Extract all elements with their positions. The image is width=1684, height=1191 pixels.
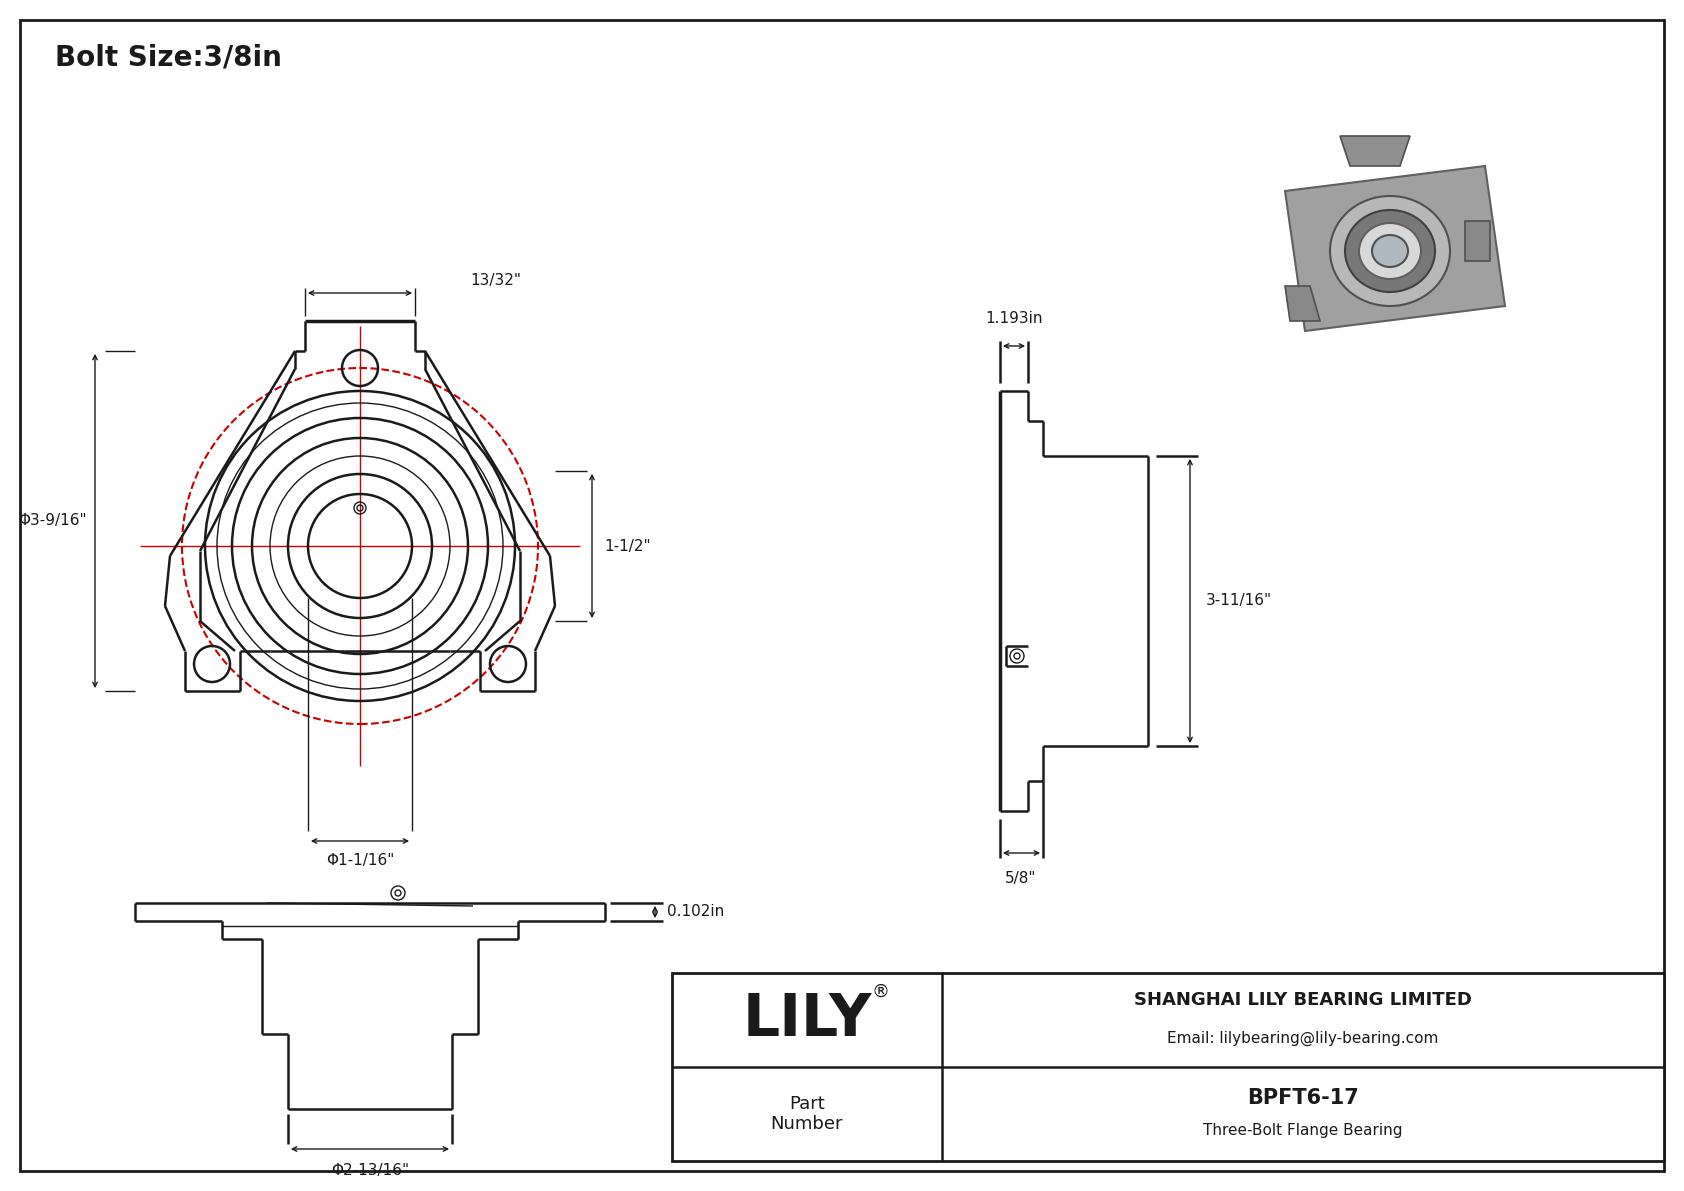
Text: 1-1/2": 1-1/2": [605, 538, 650, 554]
Text: LILY: LILY: [743, 991, 872, 1048]
Text: Φ1-1/16": Φ1-1/16": [325, 853, 394, 868]
Text: Three-Bolt Flange Bearing: Three-Bolt Flange Bearing: [1204, 1122, 1403, 1137]
Ellipse shape: [1359, 223, 1421, 279]
Text: 1.193in: 1.193in: [985, 311, 1042, 326]
Ellipse shape: [1372, 235, 1408, 267]
Text: Φ3-9/16": Φ3-9/16": [19, 513, 88, 529]
Text: 5/8": 5/8": [1005, 871, 1037, 886]
Polygon shape: [1285, 286, 1320, 322]
Text: Part
Number: Part Number: [771, 1095, 844, 1134]
Ellipse shape: [1346, 210, 1435, 292]
Text: ®: ®: [872, 983, 891, 1000]
Polygon shape: [1285, 166, 1505, 331]
Text: Email: lilybearing@lily-bearing.com: Email: lilybearing@lily-bearing.com: [1167, 1030, 1438, 1046]
Text: BPFT6-17: BPFT6-17: [1248, 1089, 1359, 1108]
Text: 13/32": 13/32": [470, 273, 520, 288]
Ellipse shape: [1330, 197, 1450, 306]
Bar: [672, 973, 1664, 1161]
Text: Φ2-13/16": Φ2-13/16": [332, 1162, 409, 1178]
Text: 0.102in: 0.102in: [667, 904, 724, 919]
Polygon shape: [1340, 136, 1410, 166]
Text: 3-11/16": 3-11/16": [1206, 593, 1271, 609]
Text: Bolt Size:3/8in: Bolt Size:3/8in: [56, 43, 281, 71]
Text: SHANGHAI LILY BEARING LIMITED: SHANGHAI LILY BEARING LIMITED: [1133, 991, 1472, 1009]
Polygon shape: [1465, 222, 1490, 261]
